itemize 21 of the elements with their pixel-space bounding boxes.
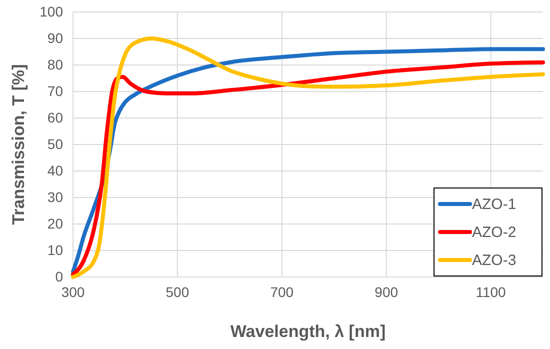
- y-tick-label: 0: [55, 268, 64, 284]
- y-tick-label: 50: [47, 136, 64, 152]
- legend-label: AZO-3: [472, 252, 516, 269]
- legend-label: AZO-1: [472, 196, 516, 213]
- x-tick-label: 900: [374, 284, 398, 300]
- y-tick-label: 70: [47, 82, 64, 99]
- legend-label: AZO-2: [472, 224, 516, 241]
- y-tick-label: 20: [47, 215, 64, 232]
- y-tick-label: 30: [47, 188, 64, 205]
- x-tick-label: 300: [61, 284, 85, 300]
- y-tick-label: 40: [47, 162, 64, 178]
- y-tick-label: 90: [47, 30, 64, 46]
- y-tick-label: 60: [47, 109, 64, 126]
- x-tick-label: 1100: [476, 284, 506, 300]
- y-axis-title: Transmission, T [%]: [9, 64, 28, 225]
- y-tick-label: 100: [40, 3, 64, 20]
- x-axis-title: Wavelength, λ [nm]: [230, 322, 386, 341]
- x-tick-label: 700: [270, 284, 294, 300]
- x-tick-label: 500: [166, 284, 190, 300]
- y-tick-label: 10: [47, 242, 64, 258]
- y-tick-label: 80: [47, 56, 64, 72]
